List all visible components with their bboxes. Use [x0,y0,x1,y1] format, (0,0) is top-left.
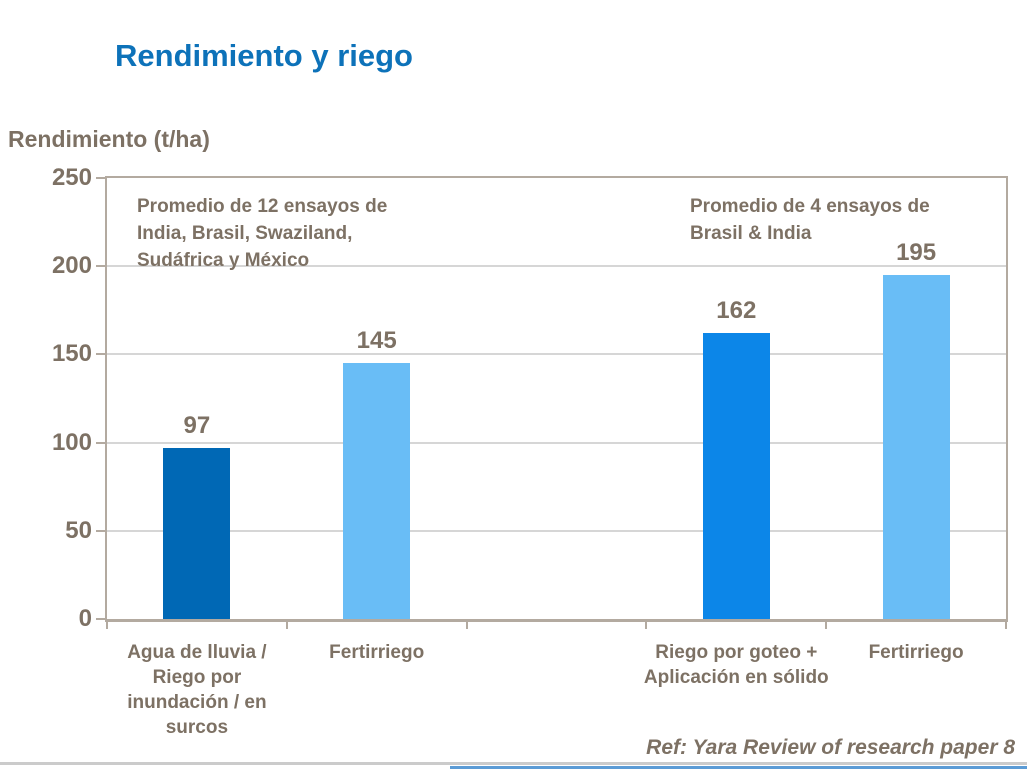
y-tick-label: 0 [78,605,92,632]
gridline [107,265,1006,268]
bar-value-label: 97 [183,411,211,439]
x-axis-label: Fertirriego [868,642,964,663]
y-tick-mark [96,441,107,444]
chart-title: Rendimiento y riego [115,38,413,73]
reference-text: Ref: Yara Review of research paper 8 [646,736,1015,759]
y-tick-label: 150 [51,340,92,368]
x-tick-mark [285,622,288,629]
bar-value-label: 195 [896,239,937,267]
bottom-blue-accent-bar [450,766,1027,769]
bottom-divider-line [0,762,1027,765]
y-tick-label: 250 [51,164,92,191]
y-tick-label: 50 [65,516,92,544]
gridline [107,441,1006,444]
annotation-left: Promedio de 12 ensayos de India, Brasil,… [137,196,388,271]
gridline [107,353,1006,356]
bar [343,363,411,619]
x-tick-mark [106,622,108,629]
bar [163,447,231,619]
bar-value-label: 162 [716,297,757,325]
annotation-right: Promedio de 4 ensayos de Brasil & India [690,196,930,244]
gridline [107,529,1006,532]
y-tick-label: 100 [51,428,92,456]
y-axis-title: Rendimiento (t/ha) [8,126,210,152]
x-axis-label: Fertirriego [329,642,425,663]
bar [702,333,770,619]
x-axis-label: Riego por goteo + Aplicación en sólido [643,642,829,689]
plot-area: Promedio de 12 ensayos de India, Brasil,… [52,164,1008,738]
y-tick-mark [96,618,107,620]
x-tick-mark [465,622,468,629]
bar-value-label: 145 [356,327,397,355]
y-tick-mark [96,177,107,179]
y-tick-label: 200 [51,252,92,280]
y-tick-mark [96,529,107,532]
y-tick-mark [96,353,107,356]
y-tick-mark [96,265,107,268]
x-tick-mark [825,622,828,629]
x-axis-label: Agua de lluvia / Riego por inundación / … [127,642,267,739]
x-tick-mark [1005,622,1007,629]
x-tick-mark [645,622,648,629]
bar [882,275,950,619]
